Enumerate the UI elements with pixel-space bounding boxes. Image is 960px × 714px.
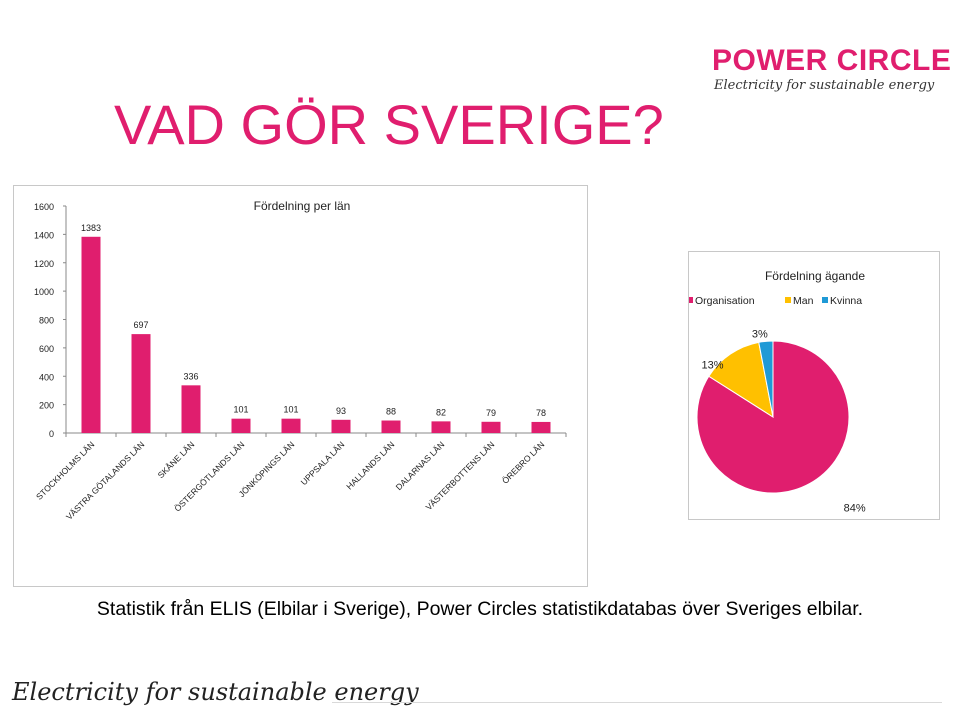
pie-slice-kvinna	[758, 340, 774, 418]
slide-caption: Statistik från ELIS (Elbilar i Sverige),…	[96, 598, 864, 620]
bar-5	[281, 418, 301, 433]
y-tick-label: 800	[39, 316, 54, 326]
footer-tagline: Electricity for sustainable energy	[12, 678, 419, 706]
bar-value-label: 82	[436, 407, 446, 417]
footer-divider	[332, 702, 942, 703]
bar-chart: Fördelning per län 0 200 400 600 800 1000 1200 1…	[34, 199, 567, 522]
pie-data-label: 84%	[844, 503, 866, 515]
bar-2	[131, 334, 151, 433]
bar-chart-panel: Fördelning per län 0 200 400 600 800 1000 1200 1…	[13, 185, 588, 587]
bar-9	[481, 421, 501, 433]
bar-value-label: 697	[133, 320, 148, 330]
bar-value-label: 336	[183, 371, 198, 381]
pie-slice-organisation	[696, 340, 850, 494]
bar-value-label: 1383	[81, 223, 101, 233]
legend-swatch	[822, 297, 828, 303]
y-tick-label: 0	[49, 429, 54, 439]
y-tick-label: 1200	[34, 259, 54, 269]
bar-value-label: 88	[386, 407, 396, 417]
bar-value-label: 101	[283, 405, 298, 415]
y-tick-label: 1400	[34, 230, 54, 240]
pie-chart: Fördelning ägande Organisation Man Kvinna 84…	[687, 269, 866, 515]
bar-value-label: 101	[233, 405, 248, 415]
bar-value-label: 78	[536, 408, 546, 418]
bar-3	[181, 385, 201, 433]
bar-6	[331, 419, 351, 433]
bar-7	[381, 420, 401, 433]
y-tick-label: 600	[39, 344, 54, 354]
bar-8	[431, 421, 451, 433]
bar-value-label: 93	[336, 406, 346, 416]
bar-1	[81, 236, 101, 433]
x-category-label: ÖREBRO LÄN	[500, 439, 546, 485]
slide-title: VAD GÖR SVERIGE?	[114, 93, 664, 156]
legend-label: Organisation	[695, 295, 755, 307]
x-category-label: UPPSALA LÄN	[299, 439, 347, 487]
y-tick-label: 400	[39, 372, 54, 382]
pie-data-label: 3%	[752, 328, 768, 340]
bar-chart-title: Fördelning per län	[254, 199, 351, 213]
pie-slice-man	[708, 341, 774, 419]
legend-label: Kvinna	[830, 295, 862, 307]
legend-swatch	[687, 297, 693, 303]
x-category-label: HALLANDS LÄN	[344, 439, 396, 491]
legend-swatch	[785, 297, 791, 303]
y-tick-label: 200	[39, 401, 54, 411]
bar-4	[231, 418, 251, 433]
pie-chart-title: Fördelning ägande	[765, 269, 865, 283]
bar-value-label: 79	[486, 408, 496, 418]
logo-wordmark: POWER CIRCLE	[712, 44, 952, 77]
y-tick-label: 1000	[34, 287, 54, 297]
x-category-label: JÖNKÖPINGS LÄN	[237, 439, 297, 499]
x-category-label: DALARNAS LÄN	[394, 439, 447, 492]
legend-label: Man	[793, 295, 814, 307]
y-tick-label: 1600	[34, 202, 54, 212]
pie-data-label: 13%	[702, 359, 724, 371]
logo-tagline: Electricity for sustainable energy	[714, 78, 935, 93]
bar-10	[531, 421, 551, 433]
x-category-label: SKÅNE LÄN	[156, 439, 197, 480]
pie-chart-panel: Fördelning ägande Organisation Man Kvinna 84…	[687, 251, 940, 520]
